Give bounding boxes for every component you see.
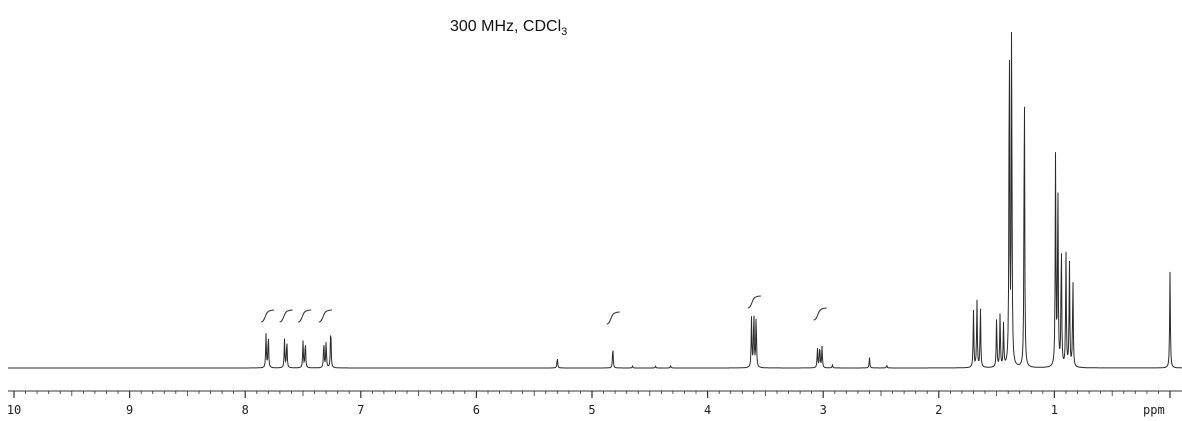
- integral-mark: [747, 295, 761, 309]
- spectrum-trace: [8, 31, 1182, 369]
- integral-marks: [261, 295, 827, 325]
- x-axis-tick-labels: 10 9 8 7 6 5 4 3 2 1: [7, 403, 1058, 417]
- chart-title-main: 300 MHz, CDCl: [450, 18, 562, 35]
- x-tick-label: 2: [935, 403, 942, 417]
- x-axis-unit-label: ppm: [1143, 403, 1165, 417]
- chart-title: 300 MHz, CDCl3: [450, 18, 568, 39]
- x-tick-label: 5: [588, 403, 595, 417]
- integral-mark: [298, 309, 312, 323]
- x-tick-label: 7: [357, 403, 364, 417]
- x-tick-label: 1: [1051, 403, 1058, 417]
- integral-mark: [279, 309, 293, 323]
- chart-title-subscript: 3: [561, 26, 568, 39]
- x-tick-label: 3: [820, 403, 827, 417]
- x-tick-label: 8: [242, 403, 249, 417]
- integral-mark: [318, 309, 332, 323]
- x-tick-label: 4: [704, 403, 711, 417]
- x-tick-label: 10: [7, 403, 21, 417]
- x-tick-label: 9: [126, 403, 133, 417]
- integral-mark: [606, 311, 620, 325]
- x-tick-label: 6: [473, 403, 480, 417]
- integral-mark: [813, 307, 827, 321]
- x-axis-ticks: [13, 391, 1171, 398]
- integral-mark: [261, 309, 275, 323]
